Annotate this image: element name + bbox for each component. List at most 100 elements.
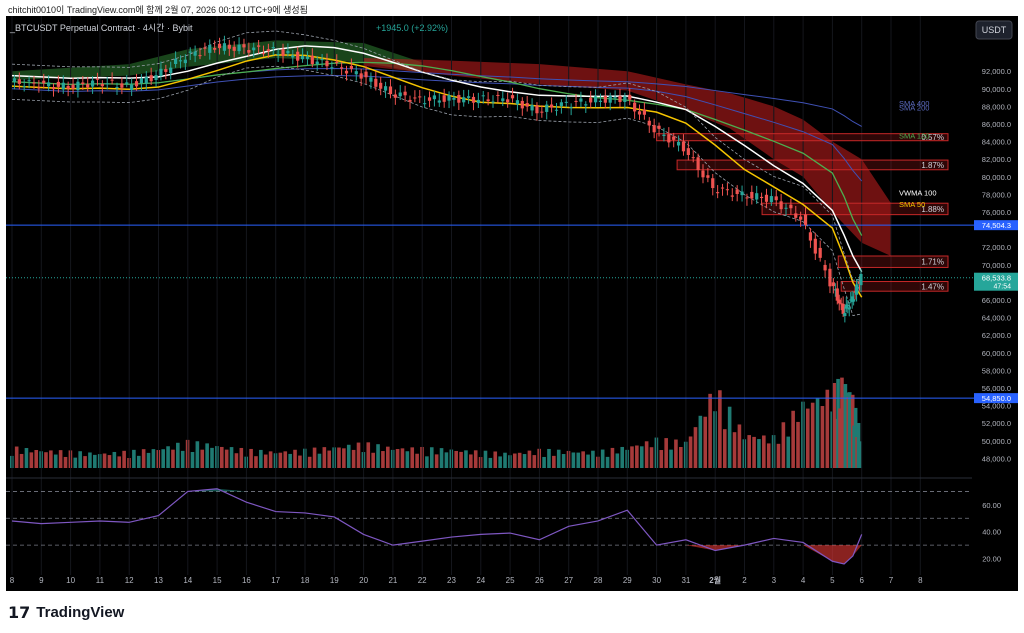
volume-bar (669, 449, 673, 468)
candle-body (257, 45, 261, 47)
candle-body (232, 46, 236, 51)
candle-body (789, 204, 793, 209)
price-tick-label: 72,000.0 (982, 243, 1011, 252)
price-axis-badge (974, 272, 1018, 291)
candle-body (794, 213, 798, 218)
candle-body (130, 84, 134, 91)
candle-body (134, 81, 139, 87)
time-tick-label: 15 (213, 576, 222, 585)
candle-body (340, 67, 344, 69)
candle-body (525, 103, 529, 107)
candle-body (452, 97, 456, 100)
candle-body (769, 196, 773, 203)
price-tick-label: 50,000.0 (982, 437, 1011, 446)
candle-body (271, 47, 275, 49)
candle-body (193, 51, 197, 56)
candle-body (203, 47, 207, 49)
candle-body (427, 97, 432, 101)
candle-body (667, 134, 671, 143)
candle-body (42, 80, 46, 84)
time-tick-label: 22 (418, 576, 427, 585)
time-tick-label: 13 (154, 576, 163, 585)
volume-bar (53, 454, 58, 468)
candle-body (144, 77, 148, 84)
candle-body (17, 79, 21, 84)
candle-body (633, 102, 637, 112)
volume-bar (493, 451, 498, 468)
price-tick-label: 70,000.0 (982, 261, 1011, 270)
candle-body (831, 282, 835, 287)
candle-body (432, 95, 437, 100)
indicator-label: SMA 400 (899, 99, 929, 108)
candle-body (261, 53, 266, 55)
rsi-line (11, 488, 863, 565)
chart-caption: chitchit0010이 TradingView.com에 함께 2월 07,… (8, 5, 308, 15)
candle-body (823, 264, 827, 271)
candle-body (506, 99, 510, 103)
price-tick-label: 84,000.0 (982, 138, 1011, 147)
candle-body (637, 111, 642, 115)
candle-body (540, 111, 544, 113)
volume-bar (727, 406, 732, 468)
candle-body (110, 79, 114, 81)
volume-bar (781, 422, 786, 468)
candle-body (608, 95, 612, 103)
candle-body (584, 104, 588, 106)
volume-bar (762, 435, 766, 468)
volume-bar (757, 439, 761, 468)
volume-bar (219, 446, 224, 468)
volume-bar (307, 456, 312, 468)
candle-body (803, 214, 808, 225)
volume-bar (19, 453, 24, 468)
candle-body (835, 288, 839, 301)
candle-body (530, 105, 534, 111)
candle-body (315, 61, 319, 65)
currency-button[interactable] (975, 20, 1013, 40)
candle-body (37, 87, 41, 89)
volume-bar (122, 450, 126, 468)
zone-label: 1.71% (921, 258, 944, 267)
price-tick-label: 48,000.0 (982, 454, 1011, 463)
price-axis-badge (974, 220, 1018, 231)
price-tick-label: 86,000.0 (982, 120, 1011, 129)
candle-body (613, 97, 617, 99)
candle-body (364, 71, 368, 78)
volume-bar (488, 457, 493, 468)
candle-body (854, 284, 859, 295)
chart-frame[interactable]: 0.57% 1.87% 1.88% 1.71% 1.47% SMA 400 SMA 200… (6, 16, 1018, 591)
volume-bar (73, 457, 78, 468)
candle-body (837, 299, 841, 304)
volume-bar (522, 454, 527, 468)
volume-bar (249, 448, 253, 468)
volume-bar (444, 452, 449, 468)
volume-bar (434, 454, 439, 468)
candle-body (725, 189, 730, 191)
candle-body (178, 60, 183, 62)
volume-bar (556, 449, 561, 468)
indicator-label: SMA 120 (899, 131, 929, 140)
volume-bar (298, 455, 302, 468)
time-axis: 8 9 10 11 12 13 14 15 16 17 18 19 20 21 22 23 24 25 26 27 28… (10, 575, 923, 585)
candle-body (247, 50, 251, 53)
candle-body (335, 61, 339, 63)
candle-body (623, 96, 627, 102)
candle-body (764, 194, 769, 202)
candle-body (779, 201, 783, 210)
zone-label: 1.47% (921, 282, 944, 291)
volume-bar (356, 442, 361, 468)
volume-bar (351, 449, 356, 468)
candle-body (471, 96, 476, 103)
candle-body (691, 157, 695, 159)
volume-bar (832, 382, 836, 468)
candle-body (66, 85, 70, 89)
volume-bar (405, 451, 410, 468)
volume-bar (469, 454, 473, 468)
volume-bar (703, 416, 708, 468)
volume-bar (708, 393, 712, 468)
volume-bar (674, 439, 678, 468)
candle-body (642, 109, 646, 115)
volume-bar (552, 455, 556, 468)
candle-body (56, 81, 60, 87)
volume-bar (512, 453, 517, 468)
